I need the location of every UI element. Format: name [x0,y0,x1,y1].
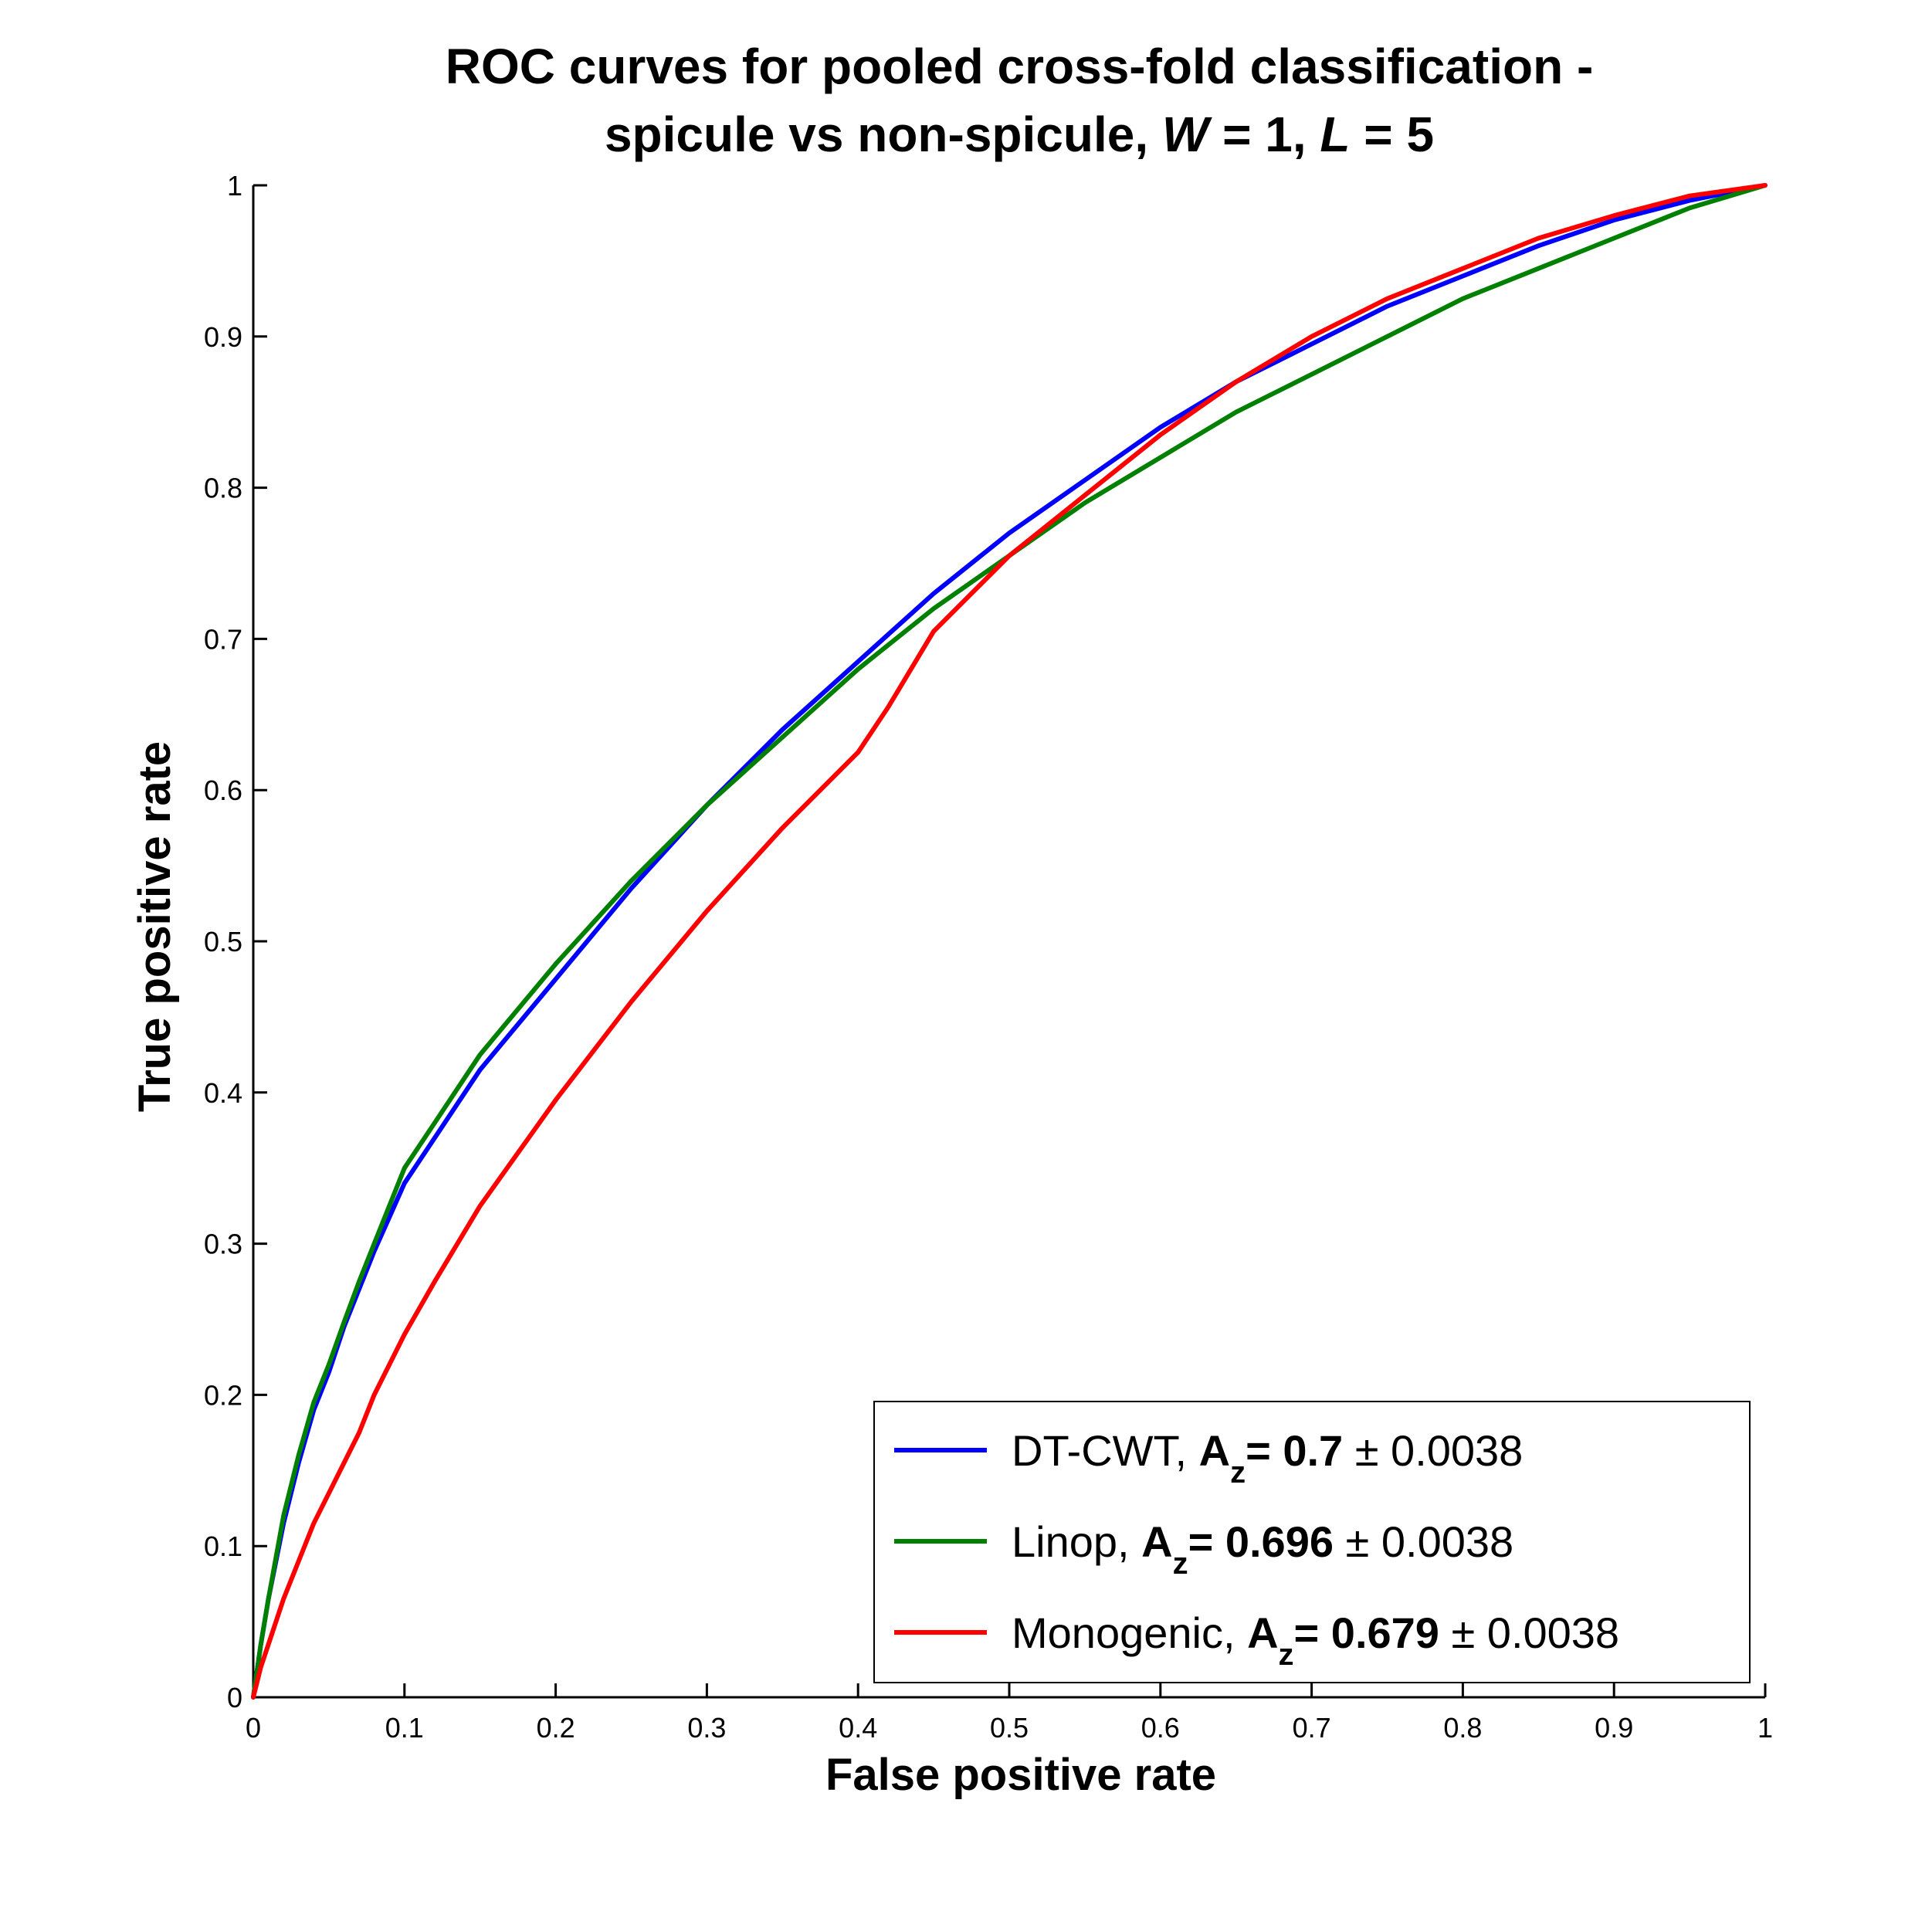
legend-az-value: = 0.679 [1294,1608,1439,1657]
legend-az-symbol: A [1247,1608,1278,1657]
legend-az-subscript: z [1230,1456,1246,1490]
legend-series-name: Monogenic, [1012,1608,1247,1657]
y-tick-label: 0.5 [204,926,242,958]
y-tick-label: 0.1 [204,1530,242,1562]
y-axis-label: True positive rate [130,741,180,1112]
legend-az-symbol: A [1199,1426,1230,1475]
x-tick-label: 0.4 [839,1712,877,1744]
x-tick-label: 0.7 [1293,1712,1331,1744]
roc-curves [251,183,1768,1700]
legend-series-name: DT-CWT, [1012,1426,1199,1475]
x-tick-label: 0.3 [687,1712,726,1744]
legend-entry-dt-cwt: DT-CWT, Az= 0.7 ± 0.0038 [1012,1426,1523,1490]
x-tick-label: 0.2 [537,1712,575,1744]
x-tick-label: 0.8 [1443,1712,1482,1744]
y-tick-label: 0 [227,1682,242,1713]
title-l-value: = 5 [1351,107,1435,162]
y-tick-label: 0.8 [204,473,242,504]
legend-pm-symbol: ± [1334,1517,1381,1566]
chart-title-line1: ROC curves for pooled cross-fold classif… [446,39,1594,94]
legend-std-value: 0.0038 [1381,1517,1513,1566]
legend-az-value: = 0.696 [1188,1517,1334,1566]
chart-title-line2: spicule vs non-spicule, W = 1, L = 5 [605,107,1434,162]
y-tick-label: 1 [227,170,242,202]
legend-entry-linop: Linop, Az= 0.696 ± 0.0038 [1012,1517,1513,1581]
legend-az-subscript: z [1279,1638,1294,1672]
x-tick-label: 1 [1757,1712,1773,1744]
y-tick-label: 0.7 [204,623,242,655]
y-tick-label: 0.9 [204,321,242,353]
title-l-symbol: L [1320,107,1350,162]
legend-pm-symbol: ± [1439,1608,1487,1657]
y-tick-label: 0.2 [204,1379,242,1411]
legend-std-value: 0.0038 [1391,1426,1523,1475]
x-axis-label: False positive rate [825,1750,1216,1800]
legend-series-name: Linop, [1012,1517,1141,1566]
title-prefix: spicule vs non-spicule, [605,107,1162,162]
title-w-value: = 1, [1208,107,1320,162]
ticks: 0 0.1 0.2 0.3 0.4 0.5 0.6 0.7 0.8 0.9 1 0 0.1 0.2 0.3 0… [204,170,1773,1744]
title-w-symbol: W [1162,107,1212,162]
legend-az-value: = 0.7 [1246,1426,1343,1475]
x-tick-label: 0.5 [990,1712,1029,1744]
x-tick-label: 0 [246,1712,261,1744]
legend-std-value: 0.0038 [1487,1608,1619,1657]
legend-pm-symbol: ± [1343,1426,1391,1475]
x-tick-label: 0.6 [1141,1712,1180,1744]
x-tick-label: 0.1 [385,1712,424,1744]
roc-curve-monogenic [251,183,1768,1700]
legend-box [873,1401,1751,1683]
roc-curve-linop [251,183,1768,1700]
y-tick-label: 0.3 [204,1229,242,1260]
x-tick-label: 0.9 [1595,1712,1633,1744]
legend-az-subscript: z [1173,1547,1188,1581]
legend-entry-monogenic: Monogenic, Az= 0.679 ± 0.0038 [1012,1608,1619,1672]
legend-az-symbol: A [1141,1517,1172,1566]
y-tick-label: 0.6 [204,774,242,806]
y-tick-label: 0.4 [204,1077,242,1109]
